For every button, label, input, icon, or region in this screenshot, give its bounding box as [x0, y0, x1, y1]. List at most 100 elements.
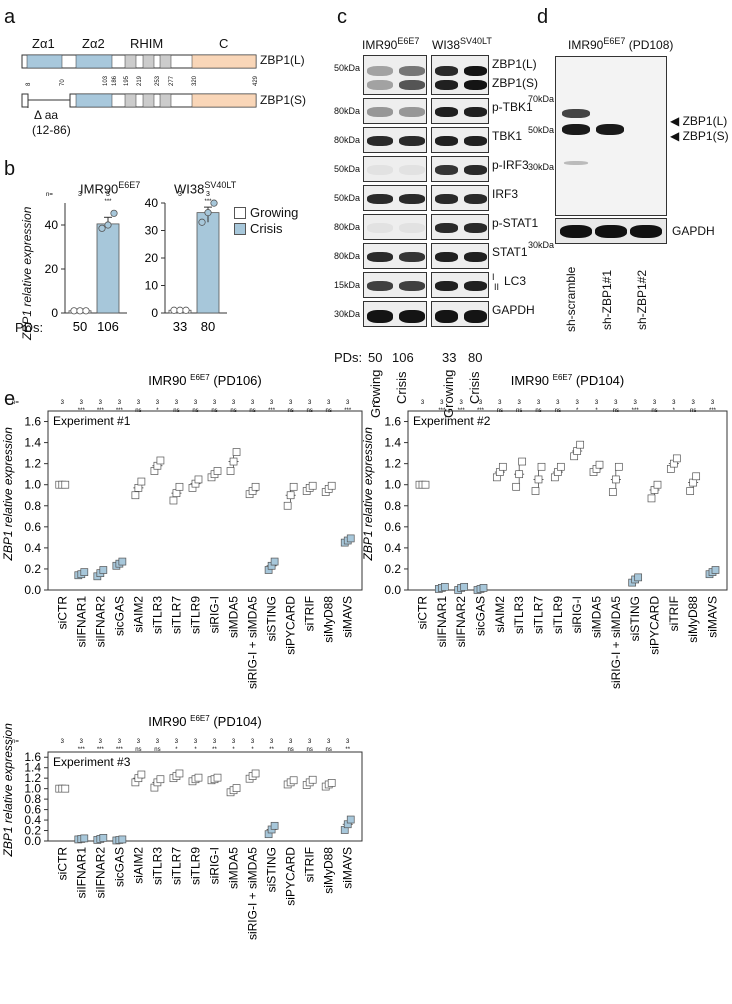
data-point [99, 566, 108, 574]
y-tick-label: 0.2 [24, 562, 41, 576]
n-count: 3 [289, 739, 293, 745]
significance: *** [477, 408, 485, 414]
data-point [327, 779, 336, 787]
y-tick-label: 1.6 [24, 415, 41, 429]
data-point [198, 218, 206, 226]
domain-label-c: C [219, 36, 229, 51]
significance: ns [535, 408, 541, 414]
blot-c-protein-label: ZBP1(L) [492, 57, 537, 71]
y-tick-label: 1.4 [24, 761, 41, 775]
data-point [573, 447, 582, 455]
category-label: siIFNAR2 [93, 847, 107, 899]
blot-c-pd-2: 106 [392, 350, 414, 365]
data-point [270, 557, 279, 566]
y-axis-label: ZBP1 relative expression [1, 427, 15, 562]
title-superscript: E6E7 [190, 714, 210, 723]
data-point [608, 488, 617, 496]
category-label: siAIM2 [131, 847, 145, 884]
data-point [99, 834, 108, 842]
data-point [692, 472, 701, 481]
legend-growing: Growing [234, 205, 298, 220]
n-count: 3 [459, 400, 463, 406]
category-label: siMyD88 [322, 847, 336, 894]
blot-c-strip [363, 98, 427, 124]
blot-c-band [367, 165, 393, 175]
data-point [479, 584, 488, 592]
arrow-left-icon: ◀ [670, 114, 683, 128]
y-tick-label: 1.2 [24, 771, 41, 785]
data-point [213, 467, 222, 475]
blot-c-band [464, 66, 487, 76]
blot-c-band [435, 80, 458, 90]
data-point [653, 480, 662, 489]
blot-c-band [435, 310, 458, 323]
significance: ns [690, 408, 696, 414]
y-tick-label: 1.2 [384, 457, 401, 471]
data-point [131, 491, 140, 500]
y-tick-label: 0.8 [384, 499, 401, 513]
blot-c-band [464, 223, 487, 233]
n-count: 3 [232, 739, 236, 745]
blot-c-strip [363, 185, 427, 211]
n-count: 3 [346, 739, 350, 745]
n-count: 3 [595, 400, 599, 406]
blot-d-main [555, 56, 667, 216]
significance: ns [326, 747, 332, 753]
significance: ** [212, 747, 217, 753]
significance: *** [204, 199, 212, 205]
legend-growing-label: Growing [250, 205, 299, 220]
n-count: 3 [633, 400, 637, 406]
significance: * [673, 408, 676, 414]
y-tick-label: 0.0 [24, 834, 41, 848]
blot-c-band [464, 194, 487, 204]
category-label: siMyD88 [686, 596, 700, 643]
pd-label: 80 [201, 319, 215, 334]
n-label: n= [12, 400, 19, 406]
blot-c-band [435, 136, 458, 146]
blot-c-band [399, 136, 425, 146]
blot-c-protein-label: p-IRF3 [492, 158, 529, 172]
blot-d-title: IMR90E6E7 (PD108) [568, 36, 674, 52]
n-count: 3 [653, 400, 657, 406]
y-tick-label: 40 [145, 196, 159, 210]
blot-d-band-faint [564, 161, 588, 165]
data-point [194, 773, 203, 782]
data-point [110, 209, 118, 217]
category-label: siAIM2 [131, 596, 145, 633]
y-tick-label: 0.4 [24, 541, 41, 555]
y-tick-label: 1.4 [384, 436, 401, 450]
blot-d-mw-30-gapdh: 30kDa [528, 240, 555, 250]
data-point [229, 457, 238, 466]
data-point [232, 784, 241, 792]
panel-b-pds-label: PDs: [15, 320, 44, 335]
y-tick-label: 0.6 [384, 520, 401, 534]
significance: ns [135, 408, 141, 414]
blot-c-band [399, 107, 425, 117]
category-label: siTLR7 [169, 596, 183, 634]
significance: ns [306, 408, 312, 414]
blot-c-protein-label: IRF3 [492, 187, 519, 201]
significance: *** [458, 408, 466, 414]
arrow-left-icon: ◀ [670, 129, 683, 143]
category-label: siPYCARD [284, 847, 298, 906]
data-point [327, 481, 336, 490]
data-point [61, 480, 70, 489]
y-tick-label: 20 [145, 251, 159, 265]
y-tick-label: 0.2 [384, 562, 401, 576]
n-count: 3 [232, 400, 236, 406]
data-point [595, 460, 604, 469]
panel-e-label: e [4, 388, 16, 410]
significance: ** [345, 747, 350, 753]
blot-c-band [435, 107, 458, 117]
chart-title: IMR90 E6E7 (PD104) [148, 714, 262, 729]
n-count: 3 [517, 400, 521, 406]
significance: * [194, 747, 197, 753]
title-cell-line: IMR90 [511, 373, 553, 388]
y-tick-label: 0.4 [24, 813, 41, 827]
data-point [289, 776, 298, 785]
blot-d-gapdh [555, 218, 667, 244]
y-tick-label: 0 [151, 306, 158, 320]
data-point [226, 467, 235, 475]
data-point [98, 224, 106, 232]
